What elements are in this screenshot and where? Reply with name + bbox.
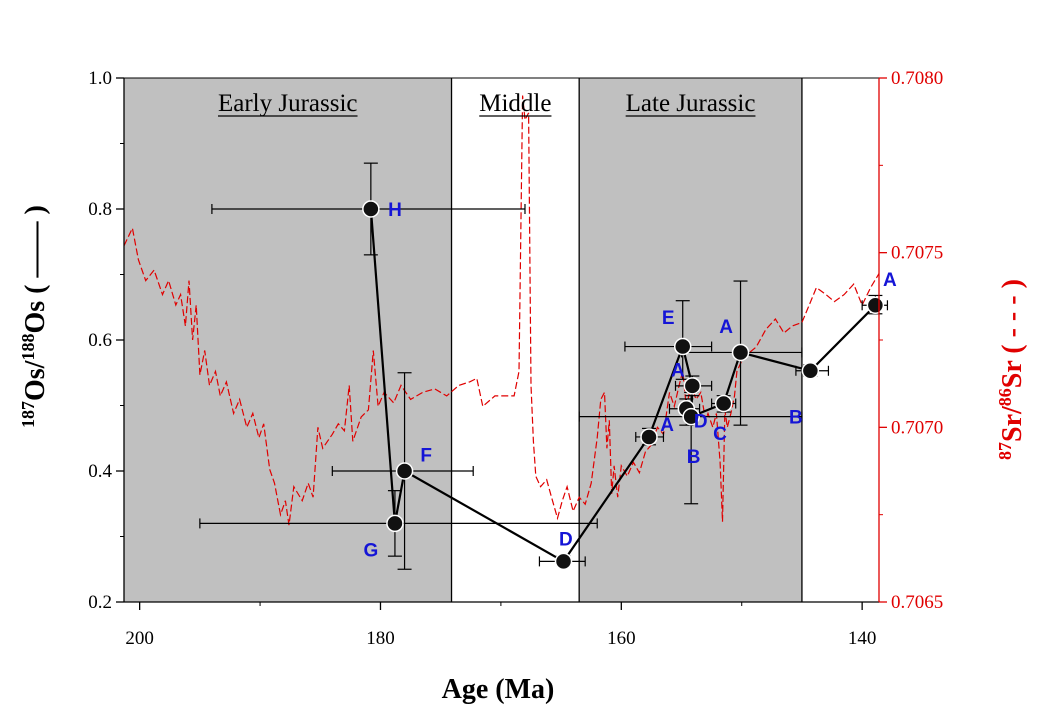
y-axis-title-sup1: 187 <box>18 401 38 428</box>
y2-tick-label-1: 0.7070 <box>891 417 943 438</box>
y-tick-label-0: 0.2 <box>88 592 112 613</box>
x-axis-title: Age (Ma) <box>442 674 555 705</box>
os-point-1 <box>386 514 404 533</box>
y2-tick-label-0: 0.7065 <box>891 592 943 613</box>
os-point-label-7: A <box>671 360 685 381</box>
os-point-label-8: E <box>662 308 675 329</box>
y2-axis-title-base1: Sr/ <box>997 405 1028 442</box>
y-axis-title-base1: Os/ <box>20 359 51 401</box>
os-point-4 <box>640 428 658 446</box>
y2-axis-title-base2: Sr <box>997 361 1028 389</box>
period-label-2: Late Jurassic <box>626 90 756 117</box>
os-point-label-6: B <box>687 447 701 468</box>
y-tick-label-2: 0.6 <box>88 330 112 351</box>
os-point-11 <box>801 362 820 380</box>
os-point-label-5: D <box>694 412 708 433</box>
y-axis-title-sup2: 188 <box>18 334 38 361</box>
y-axis-title: 187Os/188Os ( —— ) <box>18 205 51 428</box>
os-point-8 <box>673 337 692 356</box>
sr-curve <box>123 95 880 526</box>
x-tick-label-3: 140 <box>848 628 877 649</box>
y2-axis-title: 87Sr/86Sr ( - - - ) <box>995 279 1028 460</box>
y2-axis-title-sup2: 86 <box>995 388 1015 406</box>
period-dividers <box>450 78 803 602</box>
x-tick-label-2: 160 <box>607 628 636 649</box>
os-point-0 <box>362 200 380 218</box>
period-shading <box>124 78 802 602</box>
y-axis-title-suffix: ( —— ) <box>20 205 51 301</box>
os-point-12 <box>866 296 885 315</box>
os-point-3 <box>554 552 573 571</box>
y-tick-label-3: 0.8 <box>88 199 112 220</box>
os-points <box>362 200 885 571</box>
os-point-label-10: A <box>719 317 733 338</box>
period-shade-2 <box>579 78 802 602</box>
os-point-label-3: D <box>559 529 573 550</box>
y2-tick-label-3: 0.7080 <box>891 68 943 89</box>
x-tick-label-0: 200 <box>125 628 154 649</box>
period-labels: Early Jurassic Middle Late Jurassic <box>218 90 756 117</box>
os-point-label-0: H <box>388 200 402 221</box>
y2-tick-label-2: 0.7075 <box>891 243 943 264</box>
os-point-10 <box>731 343 750 362</box>
os-line <box>369 208 877 563</box>
os-point-label-1: G <box>363 541 378 562</box>
os-point-6 <box>682 407 700 426</box>
y-tick-label-4: 1.0 <box>88 68 112 89</box>
period-label-1: Middle <box>479 90 551 117</box>
os-line-layer <box>369 208 877 563</box>
y-tick-label-1: 0.4 <box>88 461 112 482</box>
x-tick-label-1: 180 <box>366 628 395 649</box>
y2-axis-title-suffix: ( - - - ) <box>997 279 1028 361</box>
os-point-9 <box>714 394 733 413</box>
y-axis-title-base2: Os <box>20 301 51 334</box>
y2-axis-title-sup1: 87 <box>995 442 1015 460</box>
os-point-label-9: C <box>713 424 727 445</box>
os-point-label-4: A <box>660 415 674 436</box>
os-point-label-12: A <box>883 270 897 291</box>
sr-curve-layer <box>123 95 880 526</box>
os-point-2 <box>395 462 414 480</box>
axes: 0.2 0.4 0.6 0.8 1.0 0.7065 0.7070 0.7075 0.7080 2… <box>88 68 943 649</box>
os-point-7 <box>683 377 702 395</box>
period-label-0: Early Jurassic <box>218 90 358 117</box>
os-point-label-11: B <box>789 408 803 429</box>
os-point-label-2: F <box>420 446 432 467</box>
